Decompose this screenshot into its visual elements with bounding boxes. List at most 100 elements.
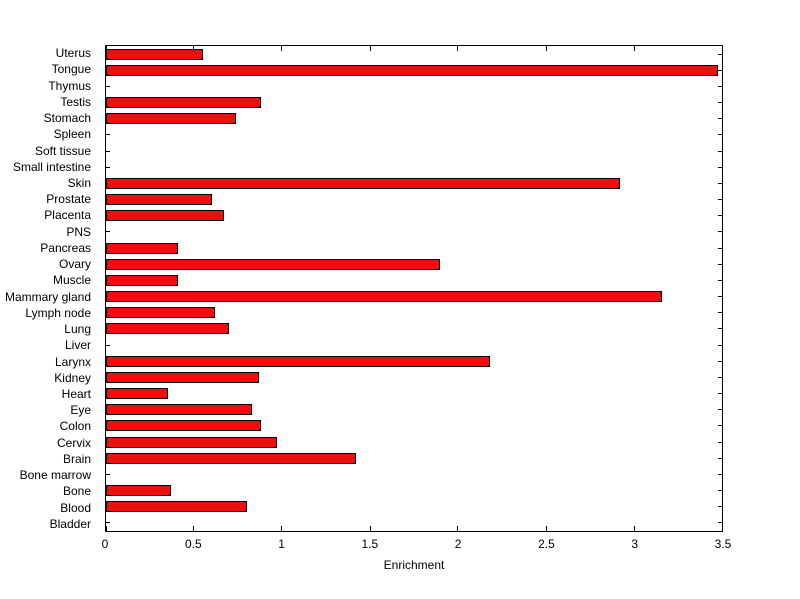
y-tick-label: Muscle [52, 273, 91, 288]
x-tick-mark [457, 46, 459, 51]
y-tick-label: Bone [62, 484, 91, 499]
y-tick-label: Eye [70, 403, 91, 418]
x-tick-mark [105, 526, 107, 531]
plot-area [105, 45, 723, 532]
y-tick-label: Placenta [44, 208, 91, 223]
y-tick-label: Soft tissue [34, 143, 91, 158]
x-tick-mark [545, 46, 547, 51]
y-tick-label: Mammary gland [4, 289, 91, 304]
x-tick-mark [193, 46, 195, 51]
y-tick-mark [718, 393, 722, 395]
y-tick-label: Stomach [43, 111, 91, 126]
y-tick-mark [718, 134, 722, 136]
y-tick-label: Skin [67, 175, 91, 190]
y-tick-mark [718, 328, 722, 330]
y-axis-labels: Uterus Tongue Thymus Testis Stomach Spleen Sof… [0, 45, 98, 532]
x-tick-mark [369, 526, 371, 531]
y-tick-label: Cervix [56, 435, 91, 450]
bar [106, 194, 212, 206]
y-tick-label: Blood [60, 500, 91, 515]
y-tick-label: Lymph node [25, 305, 91, 320]
y-tick-mark [106, 150, 110, 152]
x-tick-label: 1.5 [361, 537, 379, 551]
y-tick-label: Bladder [49, 516, 91, 531]
y-tick-mark [718, 69, 722, 71]
y-tick-label: Lung [64, 322, 91, 337]
x-tick-mark [281, 46, 283, 51]
x-tick-label: 0 [101, 537, 109, 551]
y-tick-mark [718, 247, 722, 249]
x-tick-mark [281, 526, 283, 531]
y-tick-label: Heart [61, 387, 91, 402]
y-tick-mark [106, 166, 110, 168]
bar [106, 97, 261, 109]
y-tick-mark [718, 344, 722, 346]
y-tick-mark [718, 199, 722, 201]
x-tick-mark [545, 526, 547, 531]
bar [106, 371, 260, 383]
y-tick-label: Kidney [54, 370, 91, 385]
y-tick-mark [718, 279, 722, 281]
x-tick-mark [633, 46, 635, 51]
bar [106, 177, 620, 189]
y-tick-label: Larynx [54, 354, 91, 369]
bar [106, 501, 247, 513]
bar [106, 404, 253, 416]
x-tick-label: 2.5 [538, 537, 555, 551]
y-tick-label: Brain [62, 451, 91, 466]
y-tick-mark [106, 522, 110, 524]
y-tick-mark [718, 296, 722, 298]
y-tick-mark [718, 182, 722, 184]
y-tick-mark [718, 490, 722, 492]
y-tick-mark [718, 53, 722, 55]
y-tick-mark [718, 473, 722, 475]
y-tick-label: Uterus [55, 46, 91, 61]
y-tick-mark [718, 118, 722, 120]
y-tick-mark [718, 457, 722, 459]
bar [106, 258, 441, 270]
x-axis-title: Enrichment [383, 558, 445, 572]
x-tick-label: 2 [454, 537, 462, 551]
y-tick-mark [106, 85, 110, 87]
x-tick-label: 3.5 [714, 537, 732, 551]
bar [106, 355, 490, 367]
y-tick-label: Small intestine [12, 159, 91, 174]
y-tick-mark [718, 312, 722, 314]
x-tick-mark [369, 46, 371, 51]
y-tick-mark [718, 409, 722, 411]
bar [106, 307, 216, 319]
bar [106, 291, 663, 303]
x-tick-label: 0.5 [184, 537, 202, 551]
y-tick-label: Thymus [48, 78, 91, 93]
bar [106, 388, 168, 400]
bar [106, 113, 237, 125]
y-tick-label: Ovary [58, 257, 91, 272]
y-tick-mark [718, 441, 722, 443]
y-tick-mark [718, 360, 722, 362]
y-tick-label: Colon [59, 419, 91, 434]
x-tick-mark [193, 526, 195, 531]
x-tick-mark [721, 526, 723, 531]
y-tick-mark [718, 522, 722, 524]
bar [106, 436, 277, 448]
x-tick-mark [105, 46, 107, 51]
y-tick-label: PNS [66, 224, 91, 239]
bar [106, 64, 719, 76]
y-tick-mark [718, 506, 722, 508]
y-tick-mark [718, 376, 722, 378]
y-tick-label: Pancreas [40, 240, 91, 255]
y-tick-mark [718, 166, 722, 168]
bar [106, 210, 224, 222]
y-tick-label: Bone marrow [19, 468, 91, 483]
bar [106, 452, 356, 464]
x-axis-tick-labels: 0 0.5 1 1.5 2 2.5 3 3.5 [101, 537, 732, 554]
bar [106, 485, 172, 497]
y-tick-mark [718, 85, 722, 87]
y-tick-mark [718, 102, 722, 104]
y-tick-mark [106, 134, 110, 136]
y-tick-label: Tongue [51, 62, 91, 77]
y-tick-label: Testis [60, 94, 91, 109]
x-tick-label: 1 [278, 537, 285, 551]
x-tick-mark [457, 526, 459, 531]
